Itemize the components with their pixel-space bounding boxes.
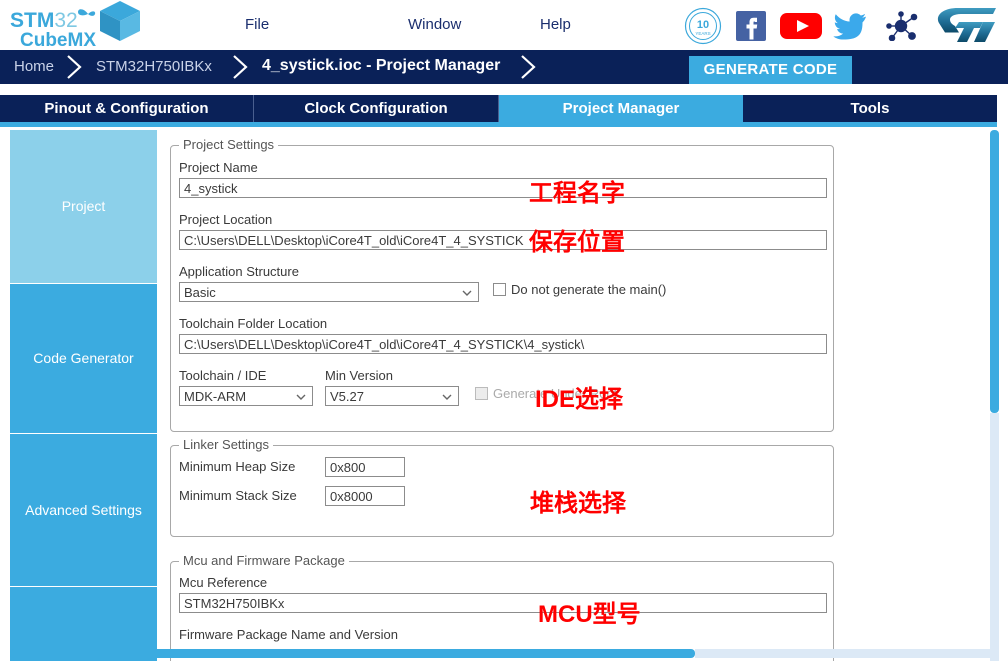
svg-text:STM32: STM32 [10, 9, 78, 32]
svg-text:10: 10 [697, 19, 709, 31]
svg-text:YEARS: YEARS [695, 31, 710, 36]
svg-text:CubeMX: CubeMX [20, 30, 96, 50]
